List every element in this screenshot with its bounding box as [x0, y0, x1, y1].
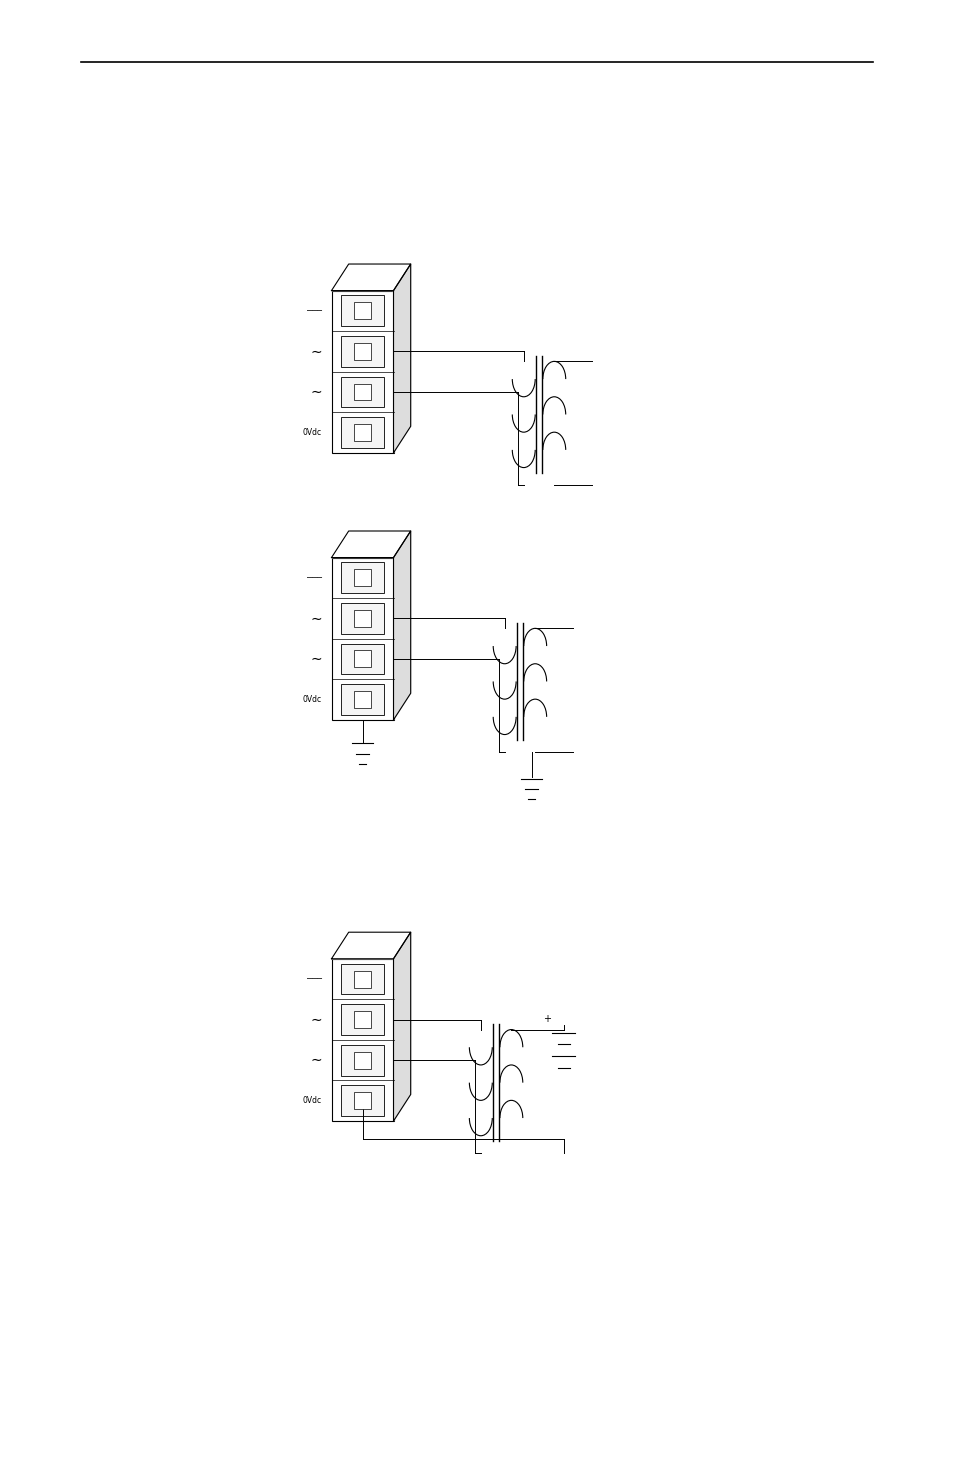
Bar [354, 650, 371, 667]
Text: +: + [542, 1015, 550, 1024]
Polygon shape [332, 932, 411, 959]
Polygon shape [393, 932, 411, 1121]
Bar [340, 1044, 384, 1075]
Bar [354, 1052, 371, 1068]
Bar [340, 376, 384, 407]
Polygon shape [393, 531, 411, 720]
Text: ∼: ∼ [310, 385, 321, 398]
Bar [354, 692, 371, 708]
Bar [354, 971, 371, 987]
Bar [340, 336, 384, 367]
Bar [354, 425, 371, 441]
Bar [354, 569, 371, 586]
Bar [354, 1093, 371, 1109]
Polygon shape [393, 264, 411, 453]
Text: 0Vdc: 0Vdc [302, 695, 321, 704]
Text: ———: ——— [307, 975, 321, 984]
Bar [340, 963, 384, 994]
Text: ∼: ∼ [310, 1013, 321, 1027]
Bar [340, 417, 384, 448]
Text: ———: ——— [307, 574, 321, 583]
Bar [354, 611, 371, 627]
Bar [340, 684, 384, 715]
Bar [354, 1012, 371, 1028]
Bar [332, 291, 393, 453]
Bar [332, 959, 393, 1121]
Text: ∼: ∼ [310, 1053, 321, 1066]
Bar [332, 558, 393, 720]
Bar [340, 1004, 384, 1035]
Bar [354, 384, 371, 400]
Bar [340, 1086, 384, 1117]
Bar [340, 295, 384, 326]
Bar [340, 603, 384, 634]
Text: 0Vdc: 0Vdc [302, 1096, 321, 1105]
Polygon shape [332, 531, 411, 558]
Text: ∼: ∼ [310, 652, 321, 665]
Text: ∼: ∼ [310, 345, 321, 358]
Bar [354, 344, 371, 360]
Bar [340, 562, 384, 593]
Text: ———: ——— [307, 307, 321, 316]
Bar [340, 643, 384, 674]
Text: ∼: ∼ [310, 612, 321, 625]
Polygon shape [332, 264, 411, 291]
Text: 0Vdc: 0Vdc [302, 428, 321, 437]
Bar [354, 302, 371, 319]
